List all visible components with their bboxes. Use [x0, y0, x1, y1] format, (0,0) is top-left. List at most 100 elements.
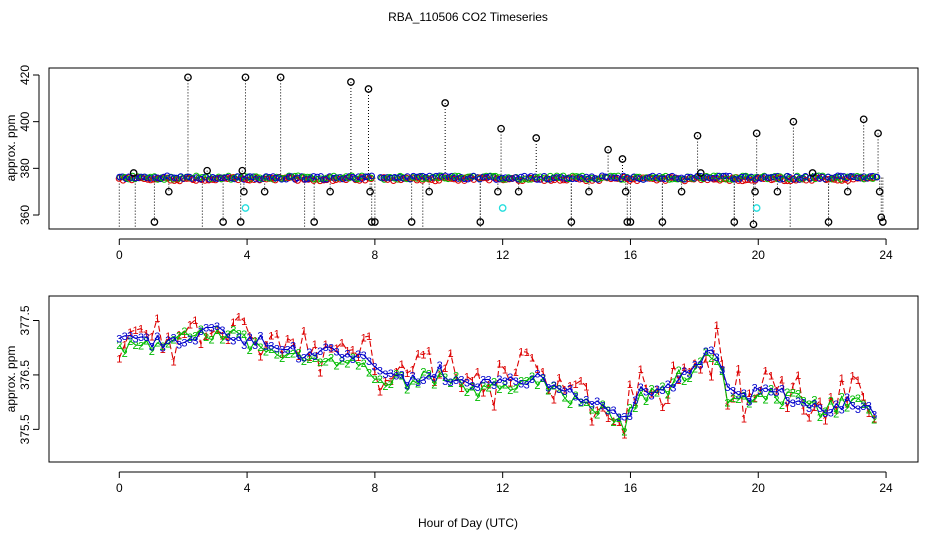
series-3-point: 3 — [806, 403, 812, 415]
series-1-point: 1 — [605, 413, 611, 425]
series-3-point: 3 — [328, 342, 334, 354]
series-1-point: 1 — [513, 367, 519, 379]
series-2-point: 2 — [871, 415, 877, 427]
series-2-point: 2 — [268, 344, 274, 356]
series-2-point: 2 — [654, 388, 660, 400]
series-3-point: 3 — [589, 399, 595, 411]
series-3-marker — [795, 176, 803, 183]
series-2-point: 2 — [844, 403, 850, 415]
outlier-marker — [773, 187, 782, 196]
outlier-marker — [276, 73, 285, 82]
series-1-point: 1 — [431, 377, 437, 389]
series-2-point: 2 — [562, 393, 568, 405]
series-1-point: 1 — [757, 385, 763, 397]
bottom-y-tick-label: 377.5 — [18, 305, 32, 335]
series-1-point: 1 — [116, 353, 122, 365]
series-1-point: 1 — [230, 317, 236, 329]
series-3-point: 3 — [659, 385, 665, 397]
outlier-marker — [808, 169, 817, 177]
series-1-point: 1 — [149, 332, 155, 344]
series-3-point: 3 — [486, 374, 492, 386]
series-3-point: 3 — [301, 353, 307, 365]
series-2-point: 2 — [638, 387, 644, 399]
series-2-point: 2 — [795, 389, 801, 401]
outlier-marker — [476, 218, 485, 226]
series-3-point: 3 — [567, 384, 573, 396]
series-3-point: 3 — [801, 398, 807, 410]
series-2-marker — [121, 174, 129, 181]
series-2-point: 2 — [475, 392, 481, 404]
series-2-point: 2 — [811, 395, 817, 407]
series-1-point: 1 — [442, 363, 448, 375]
series-2-point: 2 — [616, 413, 622, 425]
series-1-point: 1 — [138, 324, 144, 336]
series-2-marker — [265, 175, 273, 182]
series-2-point: 2 — [301, 356, 307, 368]
series-1-point: 1 — [730, 393, 736, 405]
outlier-marker — [751, 187, 759, 196]
series-3-point: 3 — [339, 353, 345, 365]
series-2-point: 2 — [339, 356, 345, 368]
series-2-point: 2 — [133, 340, 139, 352]
series-1-point: 1 — [524, 347, 530, 359]
outlier-marker — [260, 187, 269, 196]
series-2-point: 2 — [801, 396, 807, 408]
series-2-point: 2 — [448, 378, 454, 390]
series-2-point: 2 — [502, 379, 508, 391]
series-2-point: 2 — [209, 335, 215, 347]
series-2-point: 2 — [333, 361, 339, 373]
series-3-point: 3 — [236, 332, 242, 344]
outlier-marker — [238, 166, 247, 175]
series-3-point: 3 — [230, 335, 236, 347]
outlier-marker — [425, 187, 434, 196]
series-3-point: 3 — [779, 383, 785, 395]
series-3-point: 3 — [241, 340, 247, 352]
series-3-point: 3 — [839, 404, 845, 416]
series-1-point: 1 — [589, 417, 595, 429]
series-3-point: 3 — [703, 346, 709, 358]
series-1-point: 1 — [306, 352, 312, 364]
series-2-point: 2 — [453, 371, 459, 383]
series-3-point: 3 — [203, 322, 209, 334]
series-2-point: 2 — [252, 336, 258, 348]
series-3-marker — [687, 173, 694, 181]
series-3-point: 3 — [420, 375, 426, 387]
outlier-marker — [366, 187, 374, 196]
series-3-point: 3 — [687, 368, 693, 380]
series-2-marker — [134, 173, 142, 181]
series-1-point: 1 — [344, 346, 350, 358]
series-3-marker — [252, 175, 260, 183]
series-2-point: 2 — [149, 346, 155, 358]
series-3-point: 3 — [605, 406, 611, 418]
series-1-point: 1 — [371, 366, 377, 378]
outlier-marker — [696, 169, 705, 177]
series-3-marker — [137, 173, 145, 181]
top-x-tick-label: 20 — [752, 248, 766, 262]
series-3-point: 3 — [192, 335, 198, 347]
series-1-point: 1 — [437, 370, 443, 382]
series-3-point: 3 — [627, 411, 633, 423]
series-2-point: 2 — [697, 356, 703, 368]
series-1-point: 1 — [866, 408, 872, 420]
series-2-point: 2 — [388, 379, 394, 391]
series-2-point: 2 — [366, 368, 372, 380]
series-1-point: 1 — [181, 329, 187, 341]
series-3-marker — [326, 173, 333, 180]
series-1-point: 1 — [817, 396, 823, 408]
series-1-point: 1 — [833, 404, 839, 416]
outlier-marker — [626, 218, 635, 226]
series-3-point: 3 — [610, 405, 616, 417]
series-1-point: 1 — [578, 376, 584, 388]
cyan-marker — [498, 204, 507, 212]
series-3-marker — [256, 175, 263, 183]
outlier-marker — [203, 166, 211, 175]
series-1-point: 1 — [627, 379, 633, 391]
series-1-point: 1 — [600, 402, 606, 414]
series-3-point: 3 — [708, 345, 714, 357]
series-2-point: 2 — [855, 393, 861, 405]
series-2-point: 2 — [518, 376, 524, 388]
top-y-tick-label: 380 — [18, 158, 32, 178]
series-1-point: 1 — [187, 319, 193, 331]
series-1-marker — [246, 176, 253, 184]
series-1-point: 1 — [551, 395, 557, 407]
